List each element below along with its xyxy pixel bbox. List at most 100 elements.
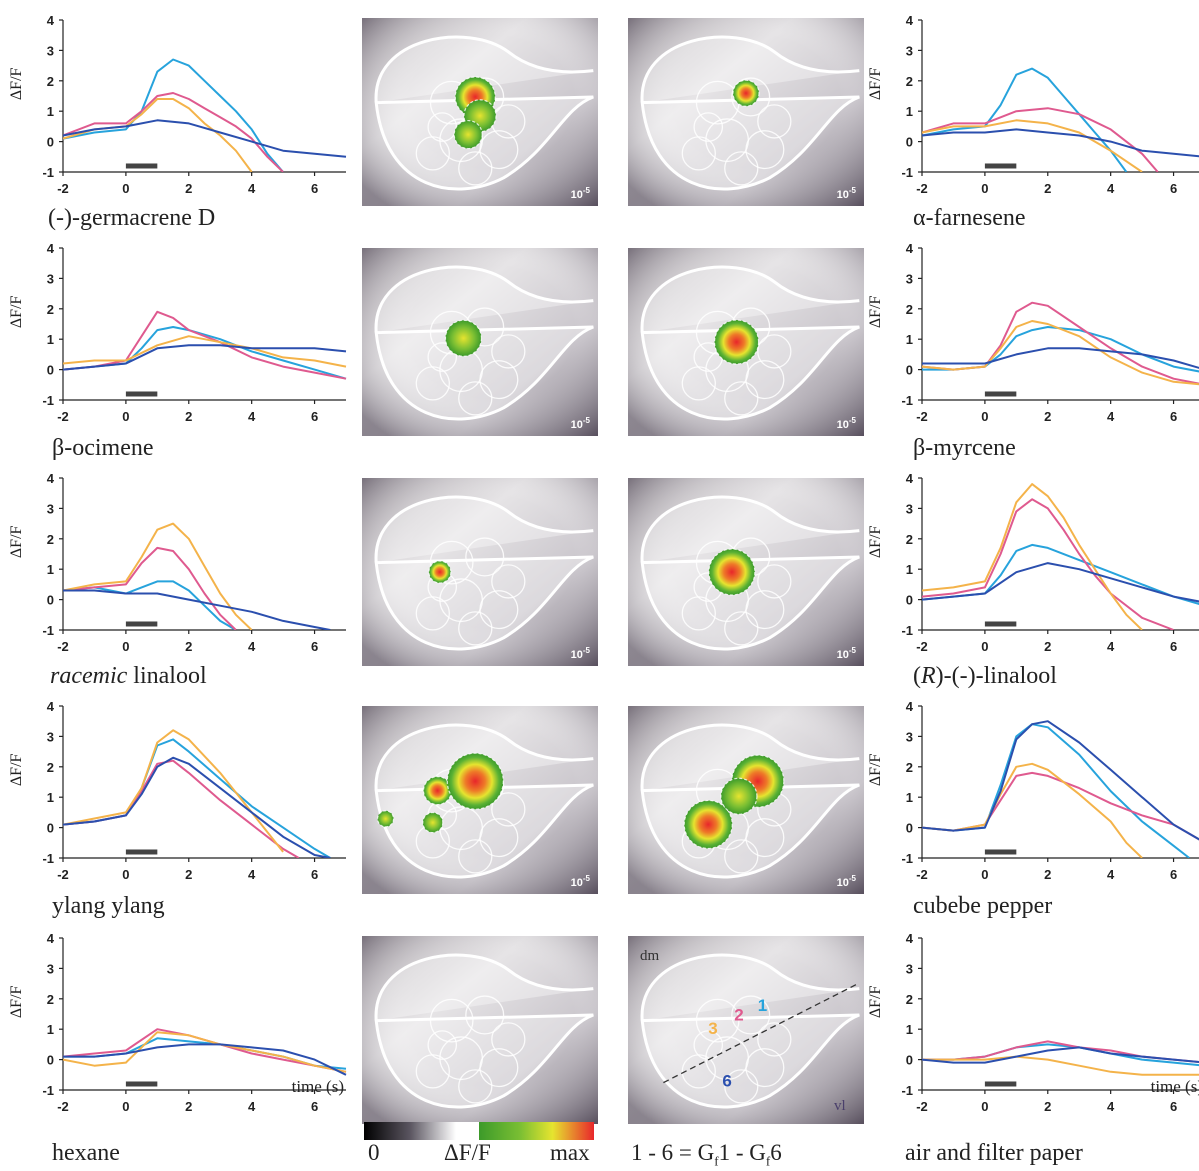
y-tick-label: 0 — [906, 135, 913, 150]
trace-plot-5: -1 0 1 2 3 4 -2 0 2 4 6 ΔF/F — [867, 471, 1199, 654]
trace-line-4 — [63, 1043, 347, 1076]
trace-line-3 — [63, 335, 347, 368]
x-tick-label: 2 — [1044, 867, 1051, 882]
vl-label: vl — [834, 1098, 846, 1114]
x-tick-label: 4 — [248, 639, 256, 654]
trace-line-3 — [922, 1055, 1199, 1076]
x-tick-label: 4 — [1107, 639, 1115, 654]
x-tick-label: 6 — [1170, 867, 1177, 882]
y-tick-label: 3 — [47, 729, 54, 744]
y-tick-label: 4 — [47, 13, 55, 28]
concentration-exponent: -5 — [849, 416, 857, 425]
concentration-base: 10 — [571, 189, 583, 201]
trace-line-1 — [922, 723, 1190, 858]
concentration-exponent: -5 — [849, 186, 857, 195]
trace-line-4 — [63, 344, 347, 371]
glomerulus-outline — [427, 342, 458, 372]
glomerulus-outline — [693, 112, 724, 142]
imaging-vignette — [362, 478, 598, 666]
concentration-label: 10-5 — [837, 416, 857, 431]
y-tick-label: 3 — [906, 43, 913, 58]
concentration-exponent: -5 — [583, 874, 591, 883]
glomerulus-outline — [757, 1022, 792, 1057]
y-tick-label: 0 — [47, 1053, 54, 1068]
trace-plot-6: -1 0 1 2 3 4 -2 0 2 4 6 ΔF/F — [8, 699, 346, 882]
activity-spot — [720, 778, 757, 815]
x-tick-label: 6 — [311, 181, 318, 196]
odor-label-r-linalool: (R)-(-)-linalool — [913, 663, 1057, 689]
activity-spot-outline — [453, 119, 483, 150]
odor-label-myrcene: β-myrcene — [913, 435, 1016, 461]
trace-line-3 — [63, 98, 253, 172]
imaging-panel-0-0: 10-5 — [362, 18, 598, 206]
activity-spot — [708, 549, 755, 595]
glomerulus-outline — [724, 381, 759, 416]
x-tick-label: -2 — [916, 639, 928, 654]
stimulus-bar — [125, 849, 158, 855]
glomerulus-outline — [427, 1030, 458, 1060]
x-tick-label: 6 — [311, 639, 318, 654]
racemic-italic: racemic — [50, 663, 128, 689]
y-axis-label: ΔF/F — [867, 985, 884, 1018]
trace-line-4 — [922, 720, 1199, 841]
trace-line-3 — [922, 483, 1143, 630]
x-tick-label: 2 — [185, 639, 192, 654]
dm-vl-divider — [663, 982, 860, 1084]
y-tick-label: 3 — [47, 43, 54, 58]
glomerulus-outline — [695, 998, 740, 1043]
odor-label-racemic-linalool: racemic linalool — [50, 663, 207, 689]
y-tick-label: 3 — [47, 271, 54, 286]
activity-spot — [684, 800, 733, 849]
x-tick-label: 4 — [248, 409, 256, 424]
activity-spot — [447, 753, 504, 810]
y-tick-label: -1 — [42, 393, 54, 408]
y-tick-label: 0 — [47, 363, 54, 378]
trace-plot-8: -1 0 1 2 3 4 -2 0 2 4 6 ΔF/F time (s) — [8, 931, 347, 1114]
y-tick-label: 1 — [906, 790, 913, 805]
y-tick-label: 3 — [906, 501, 913, 516]
y-tick-label: 0 — [906, 1053, 913, 1068]
x-tick-label: 4 — [248, 1099, 256, 1114]
glomerulus-outline — [458, 611, 493, 646]
glomerulus-outline — [745, 818, 785, 858]
odor-label-germacrene: (-)-germacrene D — [48, 205, 216, 231]
x-tick-label: 2 — [1044, 1099, 1051, 1114]
y-tick-label: 1 — [906, 104, 913, 119]
x-tick-label: 2 — [185, 1099, 192, 1114]
y-tick-label: 4 — [906, 699, 914, 714]
glomerulus-outline — [745, 1048, 785, 1088]
y-tick-label: 2 — [47, 74, 54, 89]
y-tick-label: -1 — [42, 1083, 54, 1098]
group-number-2: 2 — [734, 1006, 743, 1025]
y-tick-label: 1 — [906, 1022, 913, 1037]
x-tick-label: 0 — [122, 181, 129, 196]
x-tick-label: 0 — [981, 867, 988, 882]
stimulus-bar — [125, 1081, 158, 1087]
trace-plot-2: -1 0 1 2 3 4 -2 0 2 4 6 ΔF/F — [8, 241, 347, 424]
y-tick-label: 3 — [47, 961, 54, 976]
x-tick-label: -2 — [57, 181, 69, 196]
activity-spot-outline — [720, 777, 758, 815]
imaging-vignette — [628, 18, 864, 206]
concentration-label: 10-5 — [571, 874, 591, 889]
imaging-vignette — [362, 936, 598, 1124]
stimulus-bar — [125, 391, 158, 397]
stimulus-bar — [984, 163, 1017, 169]
x-tick-label: 4 — [1107, 181, 1115, 196]
concentration-label: 10-5 — [571, 416, 591, 431]
colorbar-mid-label: ΔF/F — [444, 1140, 491, 1165]
group-number-3: 3 — [708, 1019, 717, 1038]
glomerulus-outline — [757, 104, 792, 139]
y-tick-label: 0 — [906, 821, 913, 836]
concentration-exponent: -5 — [849, 874, 857, 883]
x-tick-label: 6 — [311, 409, 318, 424]
activity-spot — [377, 810, 394, 827]
glomerulus-outline — [724, 151, 759, 186]
activity-spot-outline — [683, 799, 733, 850]
x-tick-label: -2 — [57, 867, 69, 882]
concentration-label: 10-5 — [571, 186, 591, 201]
y-tick-label: 2 — [906, 74, 913, 89]
x-tick-label: 4 — [1107, 867, 1115, 882]
y-tick-label: 3 — [47, 501, 54, 516]
